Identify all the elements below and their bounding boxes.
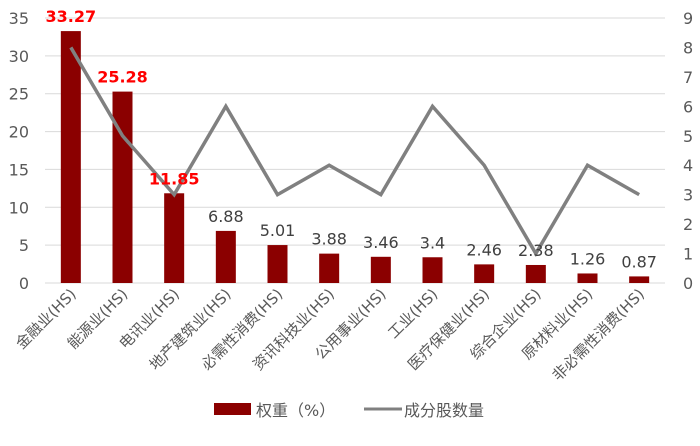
bar-value-label: 3.46 [363,233,399,252]
left-axis-tick: 0 [19,274,29,293]
left-axis-tick: 5 [19,236,29,255]
right-axis-tick: 6 [683,97,693,116]
bar [60,31,81,283]
right-axis-tick: 4 [683,156,693,175]
right-axis-tick: 2 [683,215,693,234]
left-axis-tick: 35 [9,9,29,28]
bar [629,276,650,283]
data-labels: 33.27 25.28 11.85 6.88 5.01 3.88 3.46 3.4 2.46 2.… [46,7,657,271]
bar [164,193,185,283]
gridlines [45,17,665,284]
right-axis-tick: 0 [683,274,693,293]
bar-value-label: 33.27 [46,7,97,26]
bar [267,245,288,283]
bar-value-label: 6.88 [208,207,244,226]
bar-value-label: 11.85 [149,169,200,188]
right-axis-tick: 3 [683,186,693,205]
legend: 权重（%） 成分股数量 [214,401,484,420]
line-path [69,46,641,258]
legend-bar-label: 权重（%） [256,401,335,420]
bar-value-label: 3.4 [420,233,445,252]
bar-value-label: 2.38 [518,241,554,260]
left-axis-tick: 10 [9,198,29,217]
x-axis-labels: 金融业(HS)能源业(HS)电讯业(HS)地产建筑业(HS)必需性消费(HS)资… [12,285,648,384]
bar [577,273,598,283]
x-axis-label: 非必需性消费(HS) [549,285,648,384]
bar [112,91,133,283]
bar-series [60,31,650,283]
left-axis-tick: 25 [9,85,29,104]
left-axis-tick: 15 [9,160,29,179]
bar [370,256,391,283]
bar-value-label: 25.28 [97,68,148,87]
left-axis: 0 5 10 15 20 25 30 35 [9,9,29,293]
legend-bar-swatch [214,403,251,415]
bar-value-label: 3.88 [311,230,347,249]
bar [319,253,340,283]
line-series [69,46,641,258]
legend-line-label: 成分股数量 [404,401,484,420]
bar [525,264,546,283]
bar-value-label: 0.87 [621,252,657,271]
bar [422,257,443,283]
bar [474,264,495,283]
left-axis-tick: 20 [9,123,29,142]
right-axis-tick: 1 [683,245,693,264]
right-axis-tick: 8 [683,38,693,57]
right-axis-tick: 9 [683,9,693,28]
right-axis: 0 1 2 3 4 5 6 7 8 9 [683,9,693,293]
bar-value-label: 1.26 [570,249,606,268]
left-axis-tick: 30 [9,47,29,66]
right-axis-tick: 5 [683,127,693,146]
right-axis-tick: 7 [683,68,693,87]
bar-value-label: 2.46 [466,240,502,259]
bar-value-label: 5.01 [260,221,296,240]
bar [215,230,236,283]
